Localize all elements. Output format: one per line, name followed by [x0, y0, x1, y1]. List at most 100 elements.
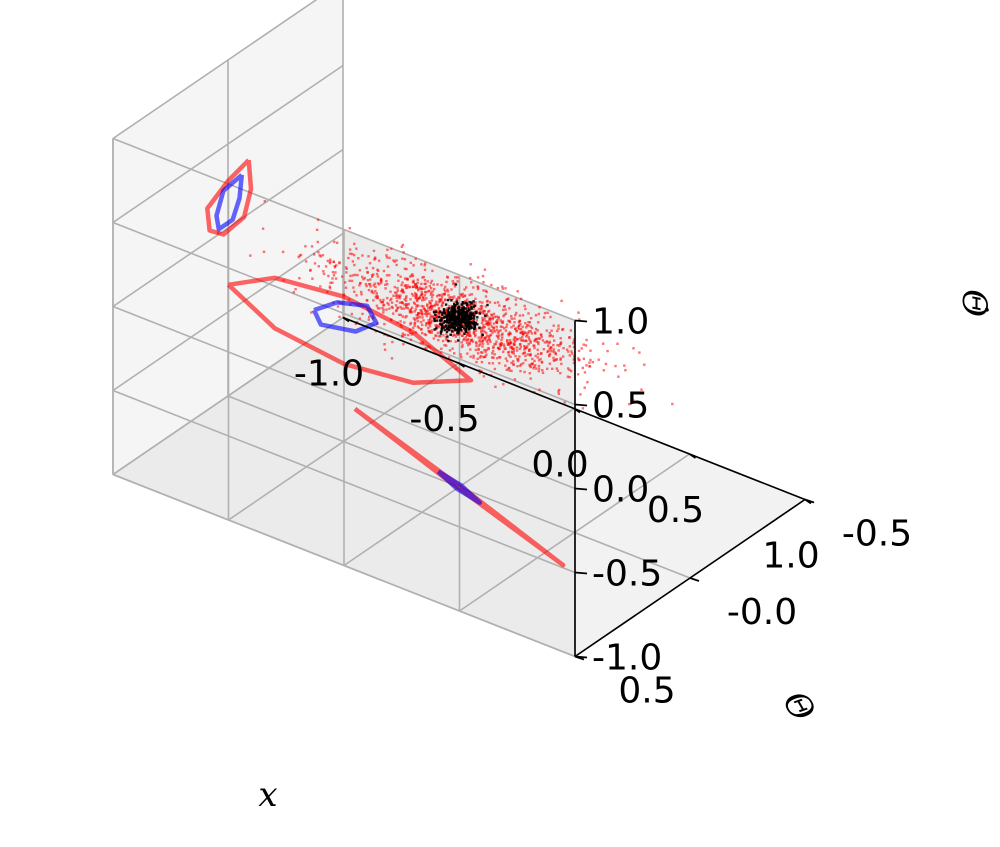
scatter-point [439, 330, 443, 333]
scatter-point [368, 315, 371, 319]
scatter-point [413, 321, 417, 324]
scatter-point [505, 368, 508, 371]
scatter-point [522, 332, 525, 336]
scatter-point [570, 369, 573, 373]
scatter-point [418, 295, 422, 298]
scatter-point [322, 270, 325, 273]
scatter-point [354, 273, 357, 277]
scatter-point [484, 314, 487, 317]
scatter-point [572, 357, 576, 360]
scatter-point [328, 285, 331, 288]
scatter-point [310, 245, 314, 248]
scatter-point [640, 388, 643, 391]
data-layer [205, 158, 674, 568]
scatter-point [532, 344, 535, 347]
scatter-point [534, 332, 537, 335]
scatter-point [508, 307, 511, 310]
scatter-point [426, 304, 429, 307]
scatter-point [403, 258, 407, 261]
scatter-point [530, 332, 534, 335]
scatter-point [548, 354, 551, 357]
scatter-point [411, 273, 414, 276]
scatter-point [378, 283, 381, 286]
scatter-point [477, 307, 480, 311]
scatter-point [350, 279, 354, 283]
scatter-point [460, 303, 463, 306]
scatter-point [281, 250, 285, 254]
scatter-point [486, 339, 490, 342]
scatter-point [488, 316, 492, 319]
scatter-point [552, 348, 556, 351]
scatter-point [514, 298, 517, 301]
scatter-point [457, 339, 460, 342]
scatter-point [363, 276, 366, 280]
scatter-point [540, 360, 544, 363]
scatter-point [521, 338, 524, 342]
scatter-point [472, 286, 475, 289]
scatter-point [439, 319, 442, 322]
scatter-point [462, 302, 465, 305]
scatter-point [502, 343, 506, 346]
scatter-point [334, 271, 337, 274]
scatter-point [514, 339, 517, 342]
scatter-point [400, 283, 403, 287]
scatter-point [478, 326, 481, 329]
scatter-point [436, 283, 439, 286]
scatter-point [529, 325, 532, 328]
scatter-point [454, 340, 457, 343]
scatter-point [481, 345, 484, 348]
scatter-point [460, 334, 464, 337]
scatter-point [434, 313, 437, 316]
scatter-point [429, 293, 433, 296]
scatter-point [484, 319, 487, 323]
x-tick [689, 453, 696, 459]
scatter-point [416, 325, 420, 328]
scatter-point [541, 369, 544, 372]
scatter-point [463, 321, 467, 325]
blue-projection-yz [214, 173, 245, 232]
scatter-point [482, 323, 485, 327]
scatter-point [527, 343, 530, 346]
scatter-point [584, 344, 588, 347]
blue-projection-xy [436, 469, 483, 505]
scatter-point [420, 290, 423, 294]
scatter-point [423, 298, 426, 301]
scatter-point [525, 335, 528, 338]
scatter-point [493, 301, 497, 305]
scatter-point [429, 281, 432, 285]
scatter-point [478, 356, 482, 359]
scatter-point [505, 298, 508, 301]
scatter-point [399, 320, 402, 323]
z-axis-label: Θ̇ [954, 289, 994, 317]
scatter-point [494, 330, 497, 333]
scatter-point [460, 330, 463, 333]
scatter-point [404, 296, 408, 300]
scatter-point [548, 362, 552, 365]
scatter-point [350, 312, 353, 316]
scatter-point [553, 351, 556, 354]
scatter-point [537, 364, 541, 368]
scatter-point [460, 319, 463, 322]
scatter-point [430, 307, 434, 311]
scatter-point [423, 262, 427, 265]
scatter-point [416, 297, 419, 301]
scatter-point [486, 320, 489, 323]
scatter-point [358, 317, 362, 320]
scatter-point [568, 368, 571, 372]
scatter-point [413, 318, 417, 321]
scatter-point [392, 312, 395, 315]
scatter-point [501, 325, 504, 329]
scatter-point [447, 356, 451, 359]
scatter-point [493, 367, 497, 371]
scatter-point [526, 353, 529, 356]
scatter-point [589, 349, 592, 352]
scatter-point [429, 306, 432, 309]
scatter-point [365, 266, 368, 270]
scatter-point [501, 336, 504, 339]
scatter-point [577, 373, 580, 376]
scatter-point [561, 355, 565, 358]
scatter-point [559, 341, 563, 344]
scatter-point [419, 341, 422, 345]
scatter-point [525, 345, 529, 348]
scatter-point [468, 314, 472, 317]
